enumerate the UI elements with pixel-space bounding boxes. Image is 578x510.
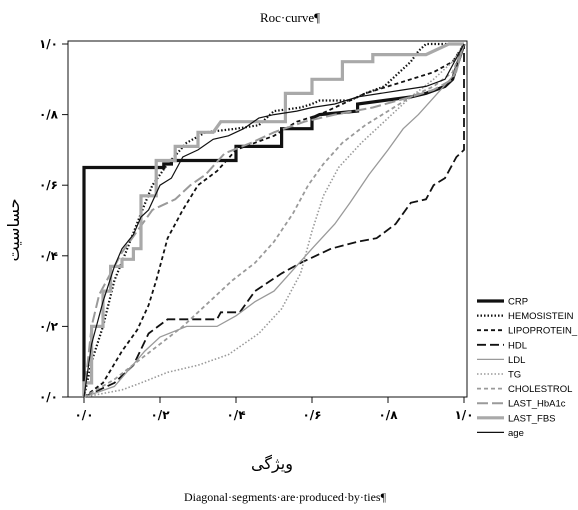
legend-label: age (508, 428, 524, 439)
x-tick-label: ۰/۰ (74, 408, 93, 422)
y-tick-label: ۰/۴ (39, 249, 58, 263)
plot-frame (67, 40, 468, 398)
y-tick-label: ۰/۸ (39, 108, 59, 122)
series-line-tg (83, 43, 465, 398)
series-line-ldl (83, 43, 465, 398)
series-line-last-fbs (82, 42, 464, 397)
series-line-lipoprotein- (83, 43, 465, 398)
y-tick-label: ۰/۰ (39, 390, 58, 404)
x-tick-label: ۰/۸ (378, 408, 398, 422)
y-axis-label: حساسیت (4, 199, 23, 262)
series-lines (82, 42, 466, 398)
axis-ticks: ۰/۰ ۰/۰ ۰/۲ ۰/۲ ۰/۴ ۰/۴ ۰/۶ ۰/۶ ۰/۸ ۰/۸ ۱/۰ ۱/۰ (39, 37, 474, 422)
legend-label: LAST_HbA1c (508, 399, 566, 410)
x-axis-label: ویژگی (251, 454, 293, 474)
legend-label: LAST_FBS (508, 413, 556, 424)
series-line-age (83, 43, 465, 398)
x-tick-label: ۰/۲ (150, 408, 170, 422)
legend-label: CHOLESTROL (508, 384, 572, 395)
legend-label: LIPOPROTEIN_ (508, 326, 578, 337)
series-line-last-hba1c (83, 43, 465, 398)
legend-label: HEMOSISTEIN (508, 311, 574, 322)
legend-label: CRP (508, 297, 528, 308)
series-line-hdl (83, 44, 465, 398)
y-tick-label: ۰/۲ (39, 319, 59, 333)
series-line-cholestrol (83, 43, 465, 398)
y-tick-label: ۱/۰ (39, 37, 58, 51)
x-tick-label: ۱/۰ (454, 408, 473, 422)
legend-label: HDL (508, 340, 527, 351)
chart-title: Roc·curve¶ (260, 10, 320, 25)
x-tick-label: ۰/۶ (302, 408, 321, 422)
legend-label: TG (508, 370, 521, 381)
legend: CRP HEMOSISTEIN LIPOPROTEIN_ HDL LDL TG CHOLES… (477, 297, 578, 439)
footnote: Diagonal·segments·are·produced·by·ties¶ (184, 490, 387, 504)
y-tick-label: ۰/۶ (39, 178, 58, 192)
x-tick-label: ۰/۴ (226, 408, 245, 422)
legend-label: LDL (508, 355, 525, 366)
